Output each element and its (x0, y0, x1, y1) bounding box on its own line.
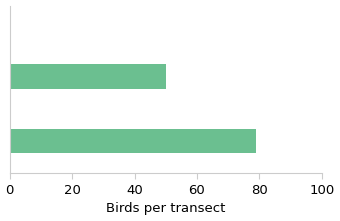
Bar (10, 64, 166, 89)
X-axis label: Birds per transect: Birds per transect (106, 202, 225, 215)
Bar (10, 129, 256, 153)
